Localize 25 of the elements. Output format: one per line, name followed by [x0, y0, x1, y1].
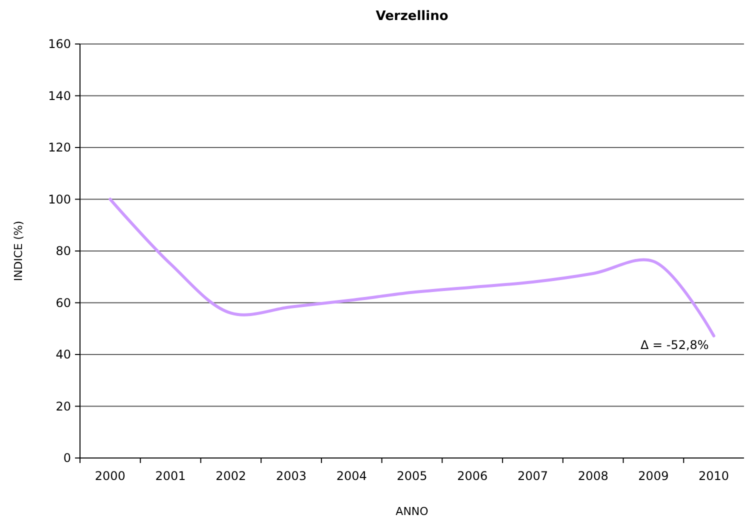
y-tick-label: 140: [48, 88, 71, 103]
y-axis-title: INDICE (%): [12, 220, 25, 282]
chart-title: Verzellino: [376, 9, 448, 24]
y-tick-label: 120: [48, 140, 71, 155]
y-tick-label: 20: [56, 399, 71, 414]
x-tick-label: 2007: [517, 469, 548, 483]
x-tick-label: 2010: [698, 469, 730, 483]
line-series: [108, 198, 716, 338]
x-tick-label: 2009: [638, 469, 669, 483]
y-tick-label: 0: [63, 451, 71, 466]
x-axis-title: ANNO: [396, 505, 429, 518]
x-tick-label: 2004: [336, 469, 367, 483]
y-tick-label: 40: [56, 348, 71, 362]
y-tick-label: 60: [56, 296, 71, 310]
x-tick-label: 2008: [578, 469, 608, 483]
x-tick-label: 2000: [94, 469, 126, 483]
x-tick-label: 2002: [216, 469, 246, 483]
y-tick-label: 80: [56, 244, 71, 258]
x-tick-label: 2001: [155, 469, 186, 483]
x-tick-label: 2005: [396, 469, 428, 483]
annotation: Δ = -52,8%: [640, 338, 709, 352]
x-tick-label: 2003: [276, 469, 307, 483]
x-tick-label: 2006: [457, 469, 488, 483]
y-tick-label: 160: [48, 37, 71, 52]
y-tick-label: 100: [48, 192, 71, 206]
